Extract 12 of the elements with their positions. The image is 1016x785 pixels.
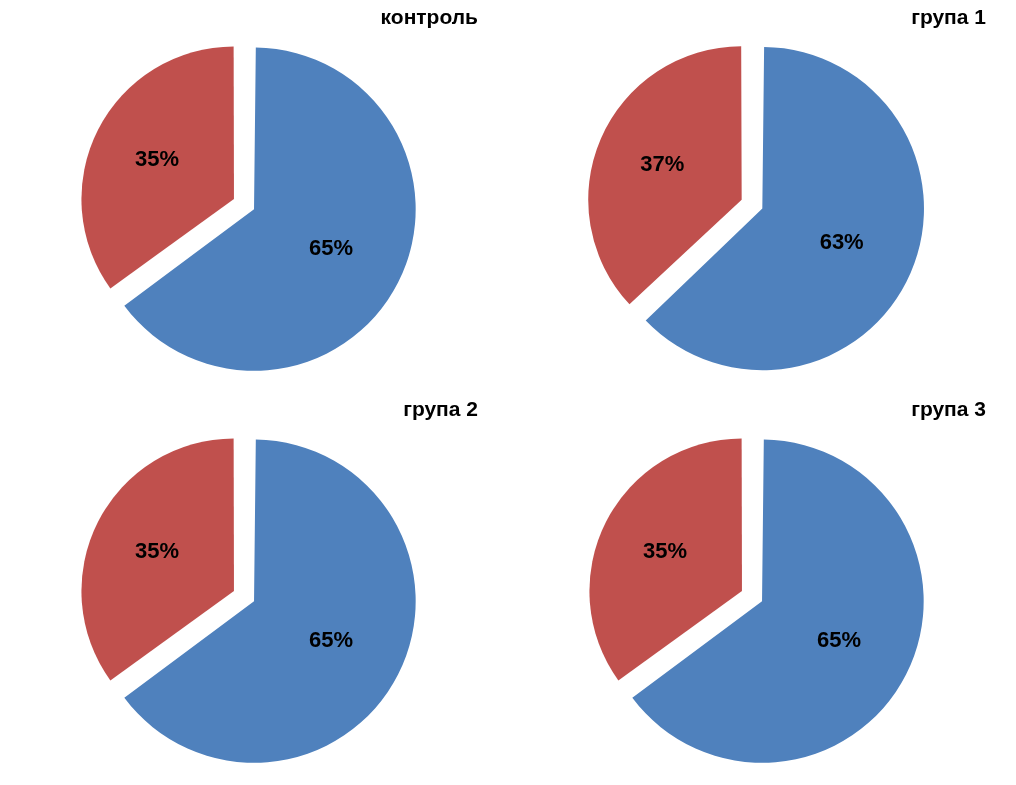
data-label: 35% — [134, 537, 179, 563]
data-label: 65% — [817, 626, 862, 652]
data-label: 65% — [309, 234, 354, 260]
data-label: 37% — [640, 151, 685, 177]
chart-title: група 3 — [911, 397, 986, 421]
chart-title: контроль — [380, 5, 479, 29]
chart-title: група 1 — [911, 5, 987, 29]
data-label: 35% — [642, 537, 687, 563]
data-label: 63% — [819, 228, 864, 254]
data-label: 35% — [134, 145, 179, 171]
data-label: 65% — [309, 626, 354, 652]
chart-title: група 2 — [403, 397, 478, 421]
